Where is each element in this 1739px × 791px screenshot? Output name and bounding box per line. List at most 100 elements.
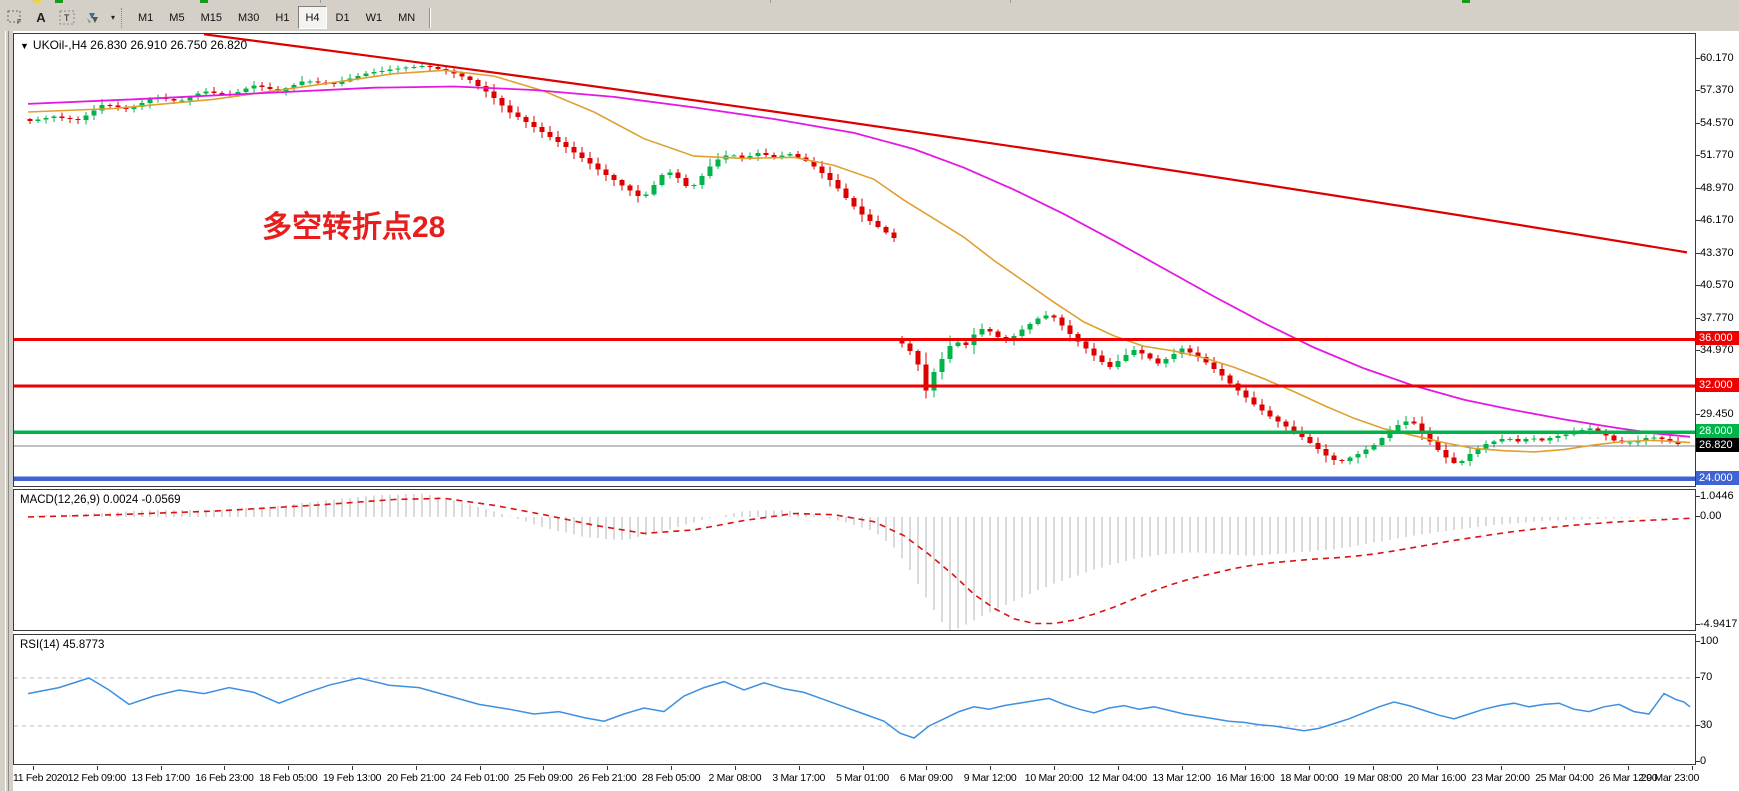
toolbar: F A T ▾ M1 M5 M15 M30 H1 H4 D1 W1 MN	[0, 4, 1739, 31]
timeframe-button-M15[interactable]: M15	[200, 11, 222, 24]
price-scale-axis[interactable]: 60.170 57.370 54.570 51.770 48.970 46.170 43.3…	[1696, 33, 1739, 767]
rsi-scale-tick: 100	[1700, 635, 1719, 647]
x-axis-label: 26 Mar 12:00	[1599, 772, 1658, 784]
timeframe-button-H4[interactable]: H4	[298, 6, 327, 29]
x-axis-label: 18 Mar 00:00	[1280, 772, 1339, 784]
price-level-badge: 26.820	[1696, 437, 1739, 452]
x-axis-label: 13 Mar 12:00	[1152, 772, 1211, 784]
x-axis-tickmark	[479, 766, 481, 770]
x-axis-tickmark	[96, 766, 98, 770]
time-scale-axis[interactable]: 11 Feb 2020 12 Feb 09:00 13 Feb 17:00 16 Fe…	[13, 766, 1739, 791]
timeframe-button-D1[interactable]: D1	[335, 11, 350, 24]
toolbar-remnant-mark	[33, 0, 41, 3]
symbol-dropdown-icon[interactable]: ▼	[20, 41, 29, 51]
main-chart-canvas[interactable]	[14, 34, 1695, 486]
x-axis-tickmark	[288, 766, 290, 770]
macd-canvas[interactable]	[14, 490, 1695, 630]
x-axis-label: 2 Mar 08:00	[708, 772, 762, 784]
timeframe-button-H1[interactable]: H1	[275, 11, 290, 24]
x-axis-tickmark	[1181, 766, 1183, 770]
macd-value-signal: -0.0569	[141, 494, 181, 506]
x-axis-tickmark	[1372, 766, 1374, 770]
x-axis-tickmark	[671, 766, 673, 770]
x-axis-tickmark	[1628, 766, 1630, 770]
symbol-ohlc-row[interactable]: ▼ UKOil-,H4 26.830 26.910 26.750 26.820	[20, 38, 247, 52]
macd-panel[interactable]: MACD(12,26,9) 0.0024 -0.0569	[13, 489, 1696, 631]
x-axis-tickmark	[1564, 766, 1566, 770]
x-axis-tickmark	[33, 766, 34, 770]
price-scale-tick: 43.370	[1700, 246, 1734, 259]
shapes-icon[interactable]	[82, 8, 104, 28]
x-axis-label: 20 Feb 21:00	[386, 772, 446, 784]
x-axis-label: 16 Mar 16:00	[1216, 772, 1275, 784]
price-scale-tick: 34.970	[1700, 344, 1734, 357]
selection-grid-icon[interactable]: F	[4, 8, 26, 28]
timeframe-button-W1[interactable]: W1	[365, 11, 383, 24]
price-level-badge: 24.000	[1696, 470, 1739, 485]
ohlc-open: 26.830	[90, 38, 127, 52]
toolbar-remnant-mark	[55, 0, 63, 3]
x-axis-tickmark	[1245, 766, 1247, 770]
x-axis-label: 3 Mar 17:00	[772, 772, 826, 784]
price-scale-tickmark	[1696, 155, 1700, 157]
x-axis-label: 29 Mar 23:00	[1640, 772, 1700, 784]
timeframe-button-M30[interactable]: M30	[237, 11, 260, 24]
timeframe-button-group: M1 M5 M15 M30 H1 H4 D1 W1 MN	[130, 6, 423, 29]
macd-scale-tick: 1.0446	[1700, 490, 1734, 502]
rsi-scale-tickmark	[1696, 725, 1700, 726]
rsi-scale-tickmark	[1696, 677, 1700, 678]
x-axis-label: 6 Mar 09:00	[899, 772, 953, 784]
chart-text-annotation[interactable]: 多空转折点28	[262, 211, 446, 244]
ohlc-low: 26.750	[170, 38, 208, 52]
price-scale-tick: 54.570	[1700, 116, 1734, 129]
top-toolbar-remnant	[0, 0, 1739, 4]
rsi-canvas[interactable]	[14, 635, 1695, 764]
x-axis-label: 19 Mar 08:00	[1343, 772, 1403, 784]
x-axis-label: 26 Feb 21:00	[578, 772, 637, 784]
main-chart-panel[interactable]: ▼ UKOil-,H4 26.830 26.910 26.750 26.820 多…	[13, 33, 1696, 487]
price-scale-tick: 37.770	[1700, 311, 1734, 324]
x-axis-tickmark	[224, 766, 226, 770]
timeframe-button-MN[interactable]: MN	[398, 11, 416, 24]
price-scale-tickmark	[1696, 187, 1700, 189]
ohlc-close: 26.820	[210, 38, 248, 52]
x-axis-tickmark	[1309, 766, 1311, 770]
price-scale-tick: 60.170	[1700, 52, 1734, 64]
macd-scale-tickmark	[1696, 496, 1700, 497]
rsi-scale-tick: 70	[1700, 671, 1713, 683]
toolbar-remnant-mark	[1010, 0, 1011, 3]
rsi-panel[interactable]: RSI(14) 45.8773	[13, 634, 1696, 765]
toolbar-drag-handle[interactable]	[121, 7, 127, 28]
toolbar-remnant-mark	[770, 0, 771, 3]
x-axis-label: 13 Feb 17:00	[131, 772, 190, 784]
text-label-icon[interactable]: A	[36, 10, 46, 25]
price-scale-tickmark	[1696, 122, 1700, 124]
symbol-name: UKOil-,H4	[32, 38, 87, 52]
x-axis-tickmark	[862, 766, 864, 770]
x-axis-label: 24 Feb 01:00	[450, 772, 509, 784]
shapes-dropdown-caret-icon[interactable]: ▾	[110, 13, 115, 22]
macd-scale-tick: 0.00	[1700, 510, 1722, 522]
price-level-badge: 32.000	[1696, 377, 1739, 392]
svg-text:T: T	[64, 13, 70, 23]
x-axis-label: 11 Feb 2020	[13, 772, 68, 784]
x-axis-label: 19 Feb 13:00	[322, 772, 382, 784]
timeframe-button-M1[interactable]: M1	[138, 11, 154, 24]
price-scale-tickmark	[1696, 317, 1700, 319]
x-axis-tickmark	[1692, 766, 1693, 770]
x-axis-tickmark	[1436, 766, 1438, 770]
x-axis-tickmark	[1500, 766, 1502, 770]
price-level-badge: 28.000	[1696, 424, 1739, 439]
price-scale-tickmark	[1696, 58, 1700, 59]
timeframe-button-M5[interactable]: M5	[169, 11, 185, 24]
x-axis-label: 18 Feb 05:00	[259, 772, 318, 784]
macd-value-main: 0.0024	[103, 494, 139, 506]
svg-text:F: F	[17, 19, 21, 25]
x-axis-tickmark	[1053, 766, 1055, 770]
price-scale-tickmark	[1696, 285, 1700, 287]
text-box-icon[interactable]: T	[56, 8, 78, 28]
macd-scale-tickmark	[1696, 516, 1700, 517]
price-scale-tickmark	[1696, 90, 1700, 92]
rsi-label: RSI(14) 45.8773	[20, 639, 105, 651]
